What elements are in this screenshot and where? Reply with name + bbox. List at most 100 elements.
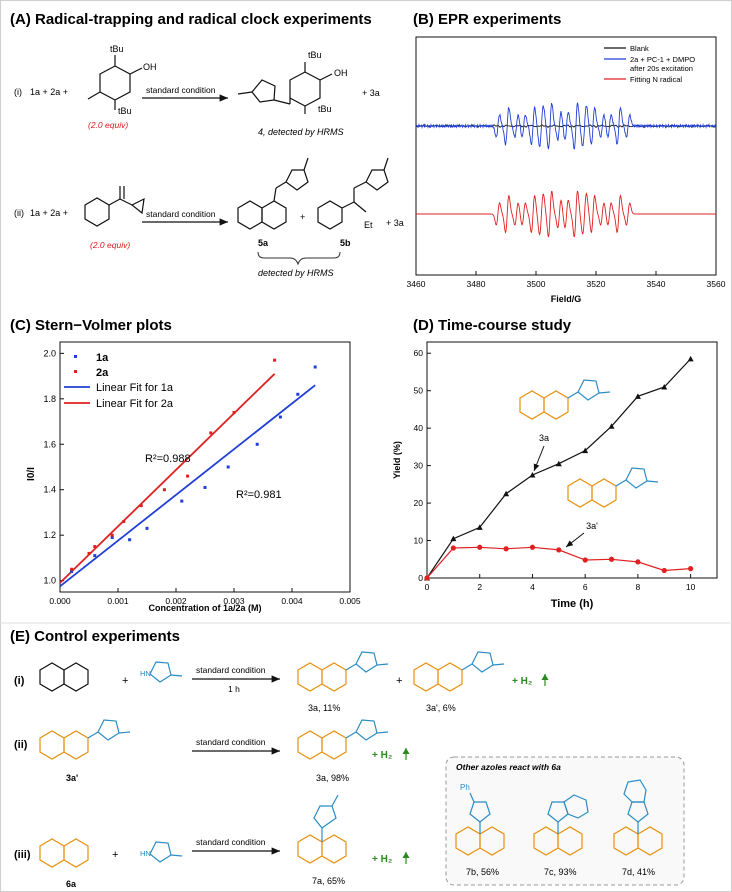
tetralin-structure xyxy=(39,662,89,692)
sv-xtick-label-0.005: 0.005 xyxy=(339,596,361,606)
tc-ytick-label-30: 30 xyxy=(414,461,424,471)
sv-xtick-label-0.004: 0.004 xyxy=(281,596,303,606)
sv-ytick-label-2.0: 2.0 xyxy=(43,348,56,358)
tc-point-3a-3 xyxy=(503,490,510,497)
epr-legend-exp-2: after 20s excitation xyxy=(630,64,693,73)
tc-axes xyxy=(426,341,718,579)
tc-point-3a-2 xyxy=(476,524,483,530)
tc-point-3a-9 xyxy=(661,383,668,390)
e2-label: (ii) xyxy=(14,739,28,751)
label-5a: 5a xyxy=(258,238,269,248)
methylpyrazole-structure-3 xyxy=(149,841,183,863)
sv-ytick-label-1.4: 1.4 xyxy=(43,485,56,495)
label-7c: 7c, 93% xyxy=(544,867,577,877)
sv-xtick-label-0.003: 0.003 xyxy=(223,596,245,606)
e3-plus: + xyxy=(112,849,118,861)
tc-point-3ap-6 xyxy=(582,557,588,563)
sv-point-1a-9 xyxy=(278,415,282,419)
e3-product-7a xyxy=(297,794,347,864)
tc-marks xyxy=(424,355,694,581)
e2-p-label: 3a, 98% xyxy=(316,773,349,783)
a1-arrow-label: standard condition xyxy=(146,85,216,95)
sv-xtick-label-0.001: 0.001 xyxy=(107,596,129,606)
tc-label-3ap: 3a' xyxy=(586,521,598,531)
sv-marks xyxy=(59,358,317,588)
epr-xtick-label-3460: 3460 xyxy=(407,279,426,289)
sv-point-2a-2 xyxy=(93,545,97,549)
sv-ytick-label-1.8: 1.8 xyxy=(43,394,56,404)
sv-ytick-label-1.0: 1.0 xyxy=(43,576,56,586)
epr-legend-blank: Blank xyxy=(630,44,649,53)
a2-equiv: (2.0 equiv) xyxy=(90,240,130,250)
a2-detected: detected by HRMS xyxy=(258,268,334,278)
tc-point-3a-7 xyxy=(608,423,615,429)
tc-point-3ap-2 xyxy=(477,544,483,550)
epr-xtick-label-3480: 3480 xyxy=(467,279,486,289)
product-5a-structure xyxy=(237,157,309,230)
sv-xlabel: Concentration of 1a/2a (M) xyxy=(148,603,261,613)
panel-a: (A) Radical-trapping and radical clock e… xyxy=(10,11,404,278)
tc-point-3ap-3 xyxy=(503,546,509,552)
a1-label: (i) xyxy=(14,87,22,97)
sv-point-1a-8 xyxy=(255,442,259,446)
tc-point-3ap-9 xyxy=(661,567,667,574)
e3-h2: + H₂ xyxy=(372,854,392,865)
sv-point-1a-10 xyxy=(296,392,300,396)
e2-h2: + H₂ xyxy=(372,750,392,761)
sv-point-2a-1 xyxy=(87,551,91,555)
epr-legend-exp: 2a + PC-1 + DMPO xyxy=(630,55,695,64)
sv-ticks: 0.000 0.001 0.002 0.003 0.004 0.005 1.0 1.2 1.4 1… xyxy=(43,348,360,606)
radical-clock-structure xyxy=(84,186,145,227)
tc-point-3a-6 xyxy=(582,447,589,454)
bht-tbu-bottom: tBu xyxy=(118,106,132,116)
tc-arrow-3a xyxy=(533,445,545,472)
sv-point-1a-1 xyxy=(93,554,97,558)
tc-ytick-label-50: 50 xyxy=(414,386,424,396)
other-azoles-box xyxy=(445,756,685,886)
e3-label: (iii) xyxy=(14,849,31,861)
tc-point-3ap-5 xyxy=(556,547,562,553)
sv-point-2a-9 xyxy=(232,410,236,414)
tc-point-3a-5 xyxy=(555,460,562,467)
epr-axes xyxy=(415,36,717,276)
e3-sm-label: 6a xyxy=(66,879,77,889)
sv-point-1a-11 xyxy=(313,365,317,369)
sv-xtick-label-0.002: 0.002 xyxy=(165,596,187,606)
detected-brace xyxy=(257,251,341,266)
p4-tbu-bottom: tBu xyxy=(318,104,332,114)
sv-legend-1a: 1a xyxy=(96,352,109,364)
sv-point-2a-4 xyxy=(122,520,126,524)
tc-structure-3a xyxy=(519,379,611,420)
tc-xtick-label-8: 8 xyxy=(636,582,641,592)
tc-point-3ap-4 xyxy=(529,544,536,550)
bht-structure xyxy=(87,55,143,110)
structure-7d xyxy=(613,779,663,856)
tc-xlabel: Time (h) xyxy=(551,598,594,610)
sv-ytick-label-1.6: 1.6 xyxy=(43,439,56,449)
e3-p-label: 7a, 65% xyxy=(312,876,345,886)
tc-xtick-label-6: 6 xyxy=(583,582,588,592)
sv-point-1a-4 xyxy=(145,526,149,530)
panel-b: (B) EPR experiments Blank 2a + PC-1 + DM… xyxy=(407,11,726,304)
bht-oh: OH xyxy=(143,62,157,72)
product-4-structure xyxy=(237,62,333,114)
panel-e: (E) Control experiments (i) + HN standar… xyxy=(0,622,732,889)
e2-sm-3ap xyxy=(39,719,131,760)
tc-ytick-label-40: 40 xyxy=(414,423,424,433)
sv-legend-2a-mark xyxy=(74,370,77,373)
bht-tbu-top: tBu xyxy=(110,44,124,54)
tc-xtick-label-4: 4 xyxy=(530,582,535,592)
structure-7b xyxy=(455,792,505,856)
box-title: Other azoles react with 6a xyxy=(456,762,561,772)
sv-point-1a-3 xyxy=(128,538,132,542)
panel-c: (C) Stern−Volmer plots 0.000 0.001 0.002 0.… xyxy=(10,317,361,613)
tc-point-3ap-0 xyxy=(424,575,430,581)
epr-xtick-label-3520: 3520 xyxy=(587,279,606,289)
tc-point-3ap-7 xyxy=(608,556,615,562)
a2-arrow-label: standard condition xyxy=(146,209,216,219)
tc-xtick-label-0: 0 xyxy=(425,582,430,592)
sv-point-2a-5 xyxy=(139,504,143,508)
e1-plus2: + xyxy=(396,675,402,687)
epr-exp-line xyxy=(415,102,717,150)
tc-xtick-label-10: 10 xyxy=(686,582,696,592)
